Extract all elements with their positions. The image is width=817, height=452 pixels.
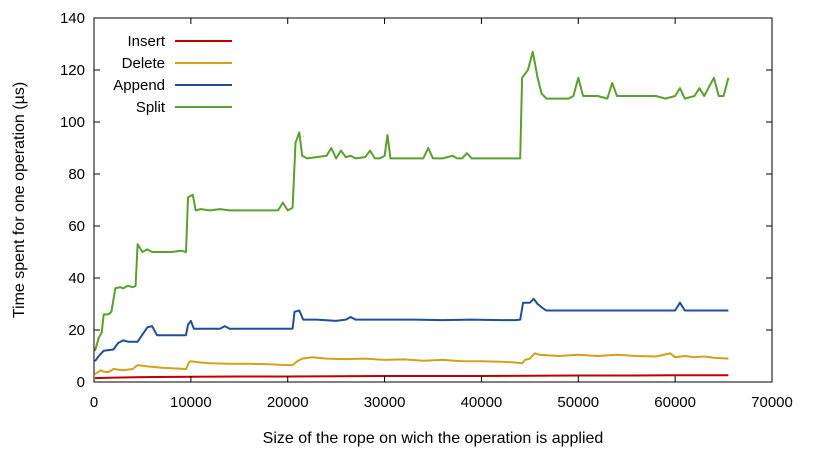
legend-label-delete: Delete	[122, 55, 165, 72]
plot-area	[94, 50, 730, 380]
x-tick-label: 0	[90, 394, 98, 411]
series-line-split	[94, 50, 730, 352]
x-tick-label: 40000	[461, 394, 503, 411]
x-tick-label: 10000	[170, 394, 212, 411]
legend-label-insert: Insert	[127, 33, 165, 50]
series-line-delete	[94, 352, 729, 376]
y-tick-label: 60	[68, 218, 85, 235]
x-tick-label: 50000	[557, 394, 599, 411]
series-line-append	[94, 297, 729, 362]
y-tick-label: 140	[60, 10, 85, 27]
y-tick-label: 40	[68, 270, 85, 287]
x-tick-label: 60000	[654, 394, 696, 411]
x-tick-label: 70000	[751, 394, 793, 411]
x-tick-label: 30000	[364, 394, 406, 411]
series-line-insert	[94, 374, 729, 380]
y-tick-label: 80	[68, 166, 85, 183]
y-tick-label: 0	[77, 374, 85, 391]
axes: 0 10000 20000 30000 40000 50000 60000 70000 0 20 4…	[60, 10, 793, 411]
legend-label-append: Append	[113, 77, 165, 94]
legend-label-split: Split	[136, 99, 166, 116]
y-tick-label: 100	[60, 114, 85, 131]
y-tick-label: 20	[68, 322, 85, 339]
plot-frame	[93, 17, 773, 383]
x-axis-label: Size of the rope on wich the operation i…	[263, 430, 604, 447]
x-tick-label: 20000	[267, 394, 309, 411]
y-tick-label: 120	[60, 62, 85, 79]
legend: Insert Delete Append Split	[113, 33, 232, 116]
y-axis-label: Time spent for one operation (µs)	[11, 82, 28, 318]
